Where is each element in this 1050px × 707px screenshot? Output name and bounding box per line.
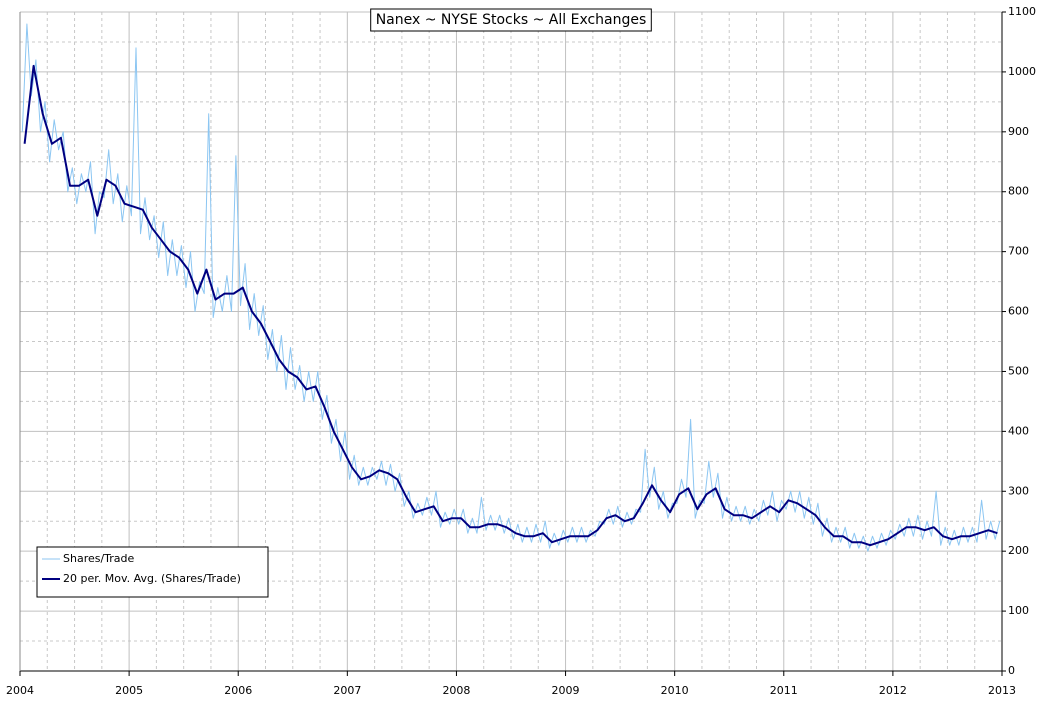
y-tick-label: 500 [1008, 364, 1029, 377]
y-tick-label: 200 [1008, 544, 1029, 557]
y-tick-label: 700 [1008, 245, 1029, 258]
legend: Shares/Trade 20 per. Mov. Avg. (Shares/Tr… [36, 546, 269, 598]
legend-label: Shares/Trade [63, 552, 135, 565]
y-tick-label: 300 [1008, 484, 1029, 497]
y-tick-label: 0 [1008, 664, 1015, 677]
chart-title: Nanex ~ NYSE Stocks ~ All Exchanges [376, 12, 647, 28]
data-line [21, 23, 1001, 552]
y-tick-label: 100 [1008, 604, 1029, 617]
y-tick-label: 600 [1008, 305, 1029, 318]
y-tick-label: 1000 [1008, 65, 1036, 78]
x-tick-label: 2006 [224, 684, 252, 697]
y-tick-label: 400 [1008, 424, 1029, 437]
y-tick-label: 800 [1008, 185, 1029, 198]
x-tick-label: 2008 [442, 684, 470, 697]
y-tick-label: 900 [1008, 125, 1029, 138]
x-tick-label: 2004 [6, 684, 34, 697]
title-frame [370, 8, 652, 32]
x-tick-label: 2009 [552, 684, 580, 697]
title-box: Nanex ~ NYSE Stocks ~ All Exchanges [370, 8, 652, 32]
x-tick-label: 2013 [988, 684, 1016, 697]
data-line [23, 64, 998, 547]
x-tick-label: 2011 [770, 684, 798, 697]
y-tick-label: 1100 [1008, 5, 1036, 18]
x-tick-label: 2005 [115, 684, 143, 697]
legend-frame [36, 546, 269, 598]
x-tick-label: 2010 [661, 684, 689, 697]
x-tick-label: 2012 [879, 684, 907, 697]
legend-label: 20 per. Mov. Avg. (Shares/Trade) [63, 572, 241, 585]
x-tick-label: 2007 [333, 684, 361, 697]
